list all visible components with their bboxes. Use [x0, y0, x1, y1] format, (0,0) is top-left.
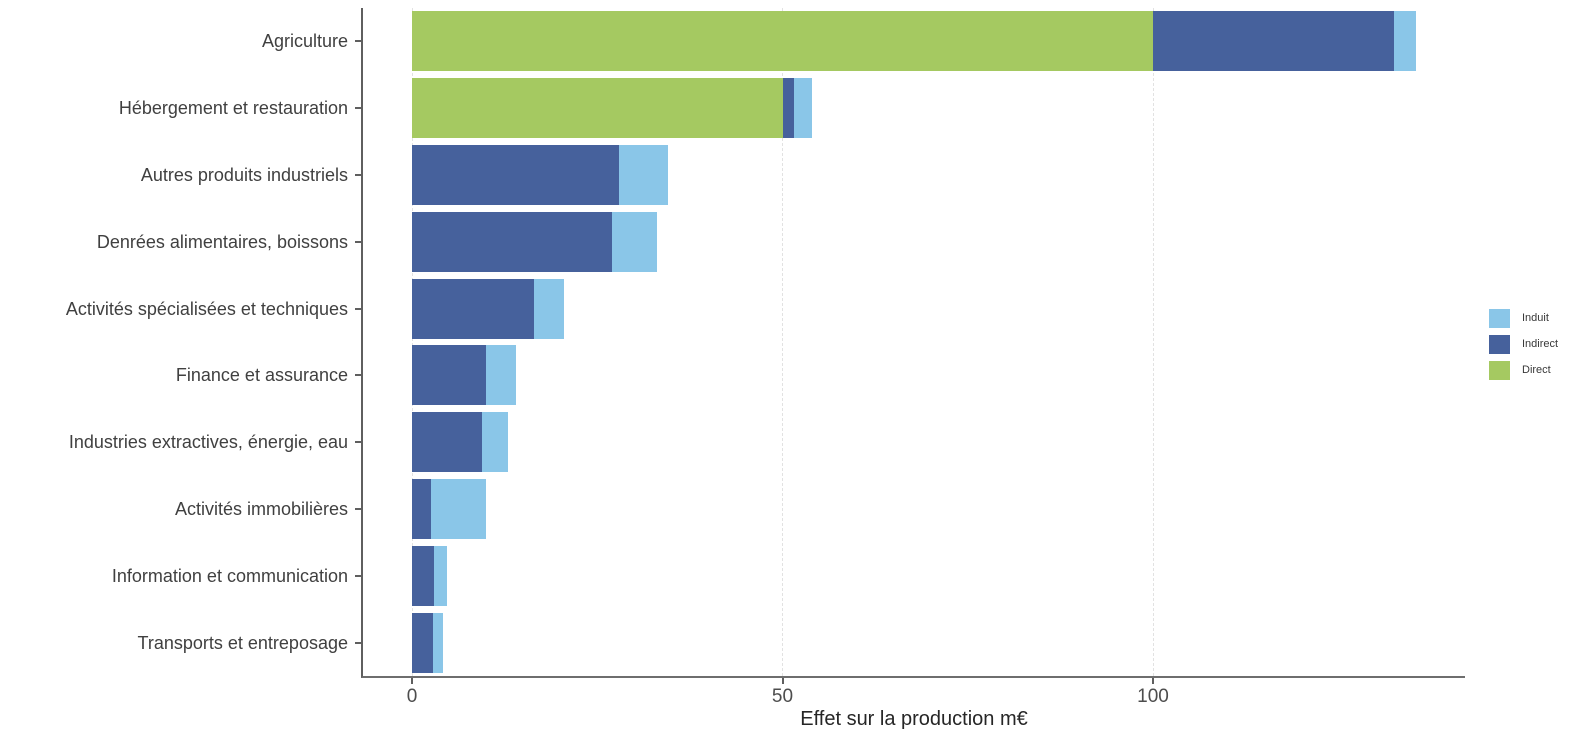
legend-label: Induit [1522, 312, 1549, 324]
y-axis-label: Industries extractives, énergie, eau [68, 432, 348, 453]
bar-segment-induit [793, 78, 813, 139]
legend-swatch-direct [1489, 361, 1510, 380]
bar-segment-indirect [412, 545, 435, 606]
bar-segment-induit [1393, 11, 1417, 72]
y-axis-tick-mark [355, 441, 361, 444]
x-axis-tick-label: 0 [406, 686, 418, 707]
y-axis-label: Transports et entreposage [137, 632, 348, 653]
legend-swatch-induit [1489, 309, 1510, 328]
legend-label: Direct [1522, 364, 1551, 376]
bar-segment-indirect [412, 612, 433, 673]
y-axis-label: Autres produits industriels [140, 165, 348, 185]
x-axis-tick-mark [781, 678, 784, 684]
y-axis-label: Agriculture [261, 31, 348, 52]
bar-segment-induit [534, 278, 564, 339]
y-axis-tick-mark [355, 107, 361, 110]
legend-label: Indirect [1522, 338, 1559, 350]
bar-segment-indirect [412, 211, 613, 272]
bar-segment-indirect [412, 278, 535, 339]
bar-segment-induit [432, 612, 444, 673]
gridline-x-0 [411, 8, 413, 676]
y-axis-tick-mark [355, 574, 361, 577]
plot-panel [361, 8, 1465, 678]
bar-segment-direct [412, 78, 783, 139]
y-axis-tick-mark [355, 307, 361, 310]
y-axis-tick-mark [355, 508, 361, 510]
x-axis-tick-label: 100 [1137, 686, 1169, 707]
bar-segment-direct [412, 11, 1153, 72]
y-axis-tick-mark [355, 240, 361, 243]
bar-segment-induit [434, 545, 447, 606]
gridline-x-50 [782, 8, 783, 676]
bar-segment-indirect [412, 412, 483, 473]
bar-segment-indirect [412, 479, 431, 539]
y-axis-label: Hébergement et restauration [118, 98, 348, 119]
y-axis-tick-mark [355, 174, 361, 176]
x-axis-tick-mark [1152, 678, 1154, 684]
y-axis-label: Finance et assurance [175, 365, 348, 386]
y-axis-tick-mark [355, 374, 361, 377]
y-axis-tick-mark [355, 641, 361, 644]
bar-segment-induit [430, 479, 487, 539]
x-axis-tick-mark [411, 678, 413, 684]
bar-segment-induit [486, 345, 516, 406]
bar-segment-indirect [412, 145, 620, 205]
gridline-x-100 [1152, 8, 1154, 676]
x-axis-title: Effet sur la production m€ [800, 708, 1028, 730]
bar-segment-indirect [782, 78, 794, 139]
bar-segment-indirect [412, 345, 487, 406]
bar-segment-induit [619, 145, 668, 205]
y-axis-label: Information et communication [111, 565, 348, 586]
bar-segment-induit [482, 412, 509, 473]
y-axis-label: Activités immobilières [174, 499, 348, 519]
y-axis-tick-mark [355, 40, 361, 43]
legend-swatch-indirect [1489, 335, 1510, 354]
bar-segment-induit [612, 211, 657, 272]
bar-segment-indirect [1153, 11, 1394, 72]
y-axis-label: Activités spécialisées et techniques [65, 298, 348, 319]
x-axis-tick-label: 50 [771, 686, 794, 707]
y-axis-label: Denrées alimentaires, boissons [96, 231, 348, 252]
